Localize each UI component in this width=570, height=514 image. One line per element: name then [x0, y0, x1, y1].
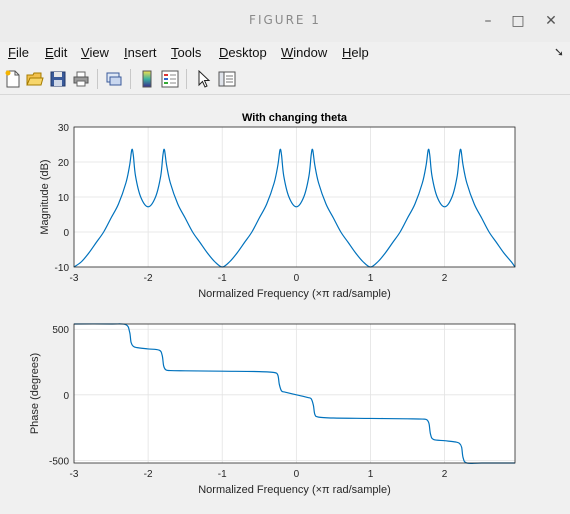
print-icon[interactable]: [72, 70, 90, 88]
y-tick-label: 20: [58, 158, 70, 169]
y-tick-label: 500: [52, 325, 69, 336]
y-axis-label: Phase (degrees): [29, 353, 41, 434]
x-tick-label: 0: [294, 273, 300, 284]
phase-series-line: [73, 323, 515, 464]
dock-arrow-icon[interactable]: ➘: [553, 45, 564, 59]
plot-title: With changing theta: [242, 112, 348, 124]
menu-help[interactable]: Help: [342, 45, 369, 60]
x-tick-label: -2: [144, 273, 153, 284]
phase-axes[interactable]: -3 -2 -1 0 1 2 -500 0 500 Normalized Frequency (…: [29, 323, 516, 496]
x-tick-label: -3: [70, 273, 79, 284]
magnitude-series-line: [73, 148, 516, 268]
legend-icon[interactable]: [161, 70, 179, 88]
minimize-icon[interactable]: –: [484, 13, 492, 29]
y-tick-label: 0: [63, 228, 69, 239]
menu-view[interactable]: View: [81, 45, 109, 60]
open-file-icon[interactable]: [26, 70, 44, 88]
y-tick-label: -10: [55, 263, 70, 274]
menu-file[interactable]: File: [8, 45, 29, 60]
menu-window[interactable]: Window: [281, 45, 328, 60]
x-tick-label: 1: [368, 469, 374, 480]
window-titlebar[interactable]: FIGURE 1 – □ ✕: [0, 0, 570, 43]
x-tick-label: 2: [442, 469, 448, 480]
x-tick-label: -1: [218, 273, 227, 284]
x-tick-label: 2: [442, 273, 448, 284]
x-tick-label: -2: [144, 469, 153, 480]
x-tick-label: -3: [70, 469, 79, 480]
menu-edit[interactable]: Edit: [45, 45, 68, 60]
y-tick-label: 0: [63, 391, 69, 402]
property-editor-icon[interactable]: [218, 70, 236, 88]
window-title: FIGURE 1: [249, 13, 321, 27]
figure-canvas: -3 -2 -1 0 1 2 -10 0 10 20 30 With changing theta …: [0, 95, 570, 509]
maximize-icon[interactable]: □: [511, 13, 525, 29]
pointer-icon[interactable]: [195, 70, 213, 88]
toolbar-separator: [97, 69, 98, 89]
menu-bar: File Edit View Insert Tools Desktop Wind…: [0, 42, 570, 64]
x-tick-label: 0: [294, 469, 300, 480]
x-axis-label: Normalized Frequency (×π rad/sample): [198, 484, 391, 496]
menu-desktop[interactable]: Desktop: [219, 45, 267, 60]
toolbar-separator: [186, 69, 187, 89]
y-tick-label: 30: [58, 123, 70, 134]
link-icon[interactable]: [105, 70, 123, 88]
toolbar-separator: [130, 69, 131, 89]
colorbar-icon[interactable]: [138, 70, 156, 88]
close-icon[interactable]: ✕: [545, 13, 557, 29]
y-tick-label: -500: [49, 456, 69, 467]
x-tick-label: 1: [368, 273, 374, 284]
new-figure-icon[interactable]: [4, 70, 22, 88]
toolbar: [0, 64, 570, 95]
save-icon[interactable]: [49, 70, 67, 88]
y-tick-label: 10: [58, 193, 70, 204]
menu-tools[interactable]: Tools: [171, 45, 202, 60]
menu-insert[interactable]: Insert: [124, 45, 157, 60]
y-axis-label: Magnitude (dB): [39, 159, 51, 234]
x-tick-label: -1: [218, 469, 227, 480]
x-axis-label: Normalized Frequency (×π rad/sample): [198, 288, 391, 300]
